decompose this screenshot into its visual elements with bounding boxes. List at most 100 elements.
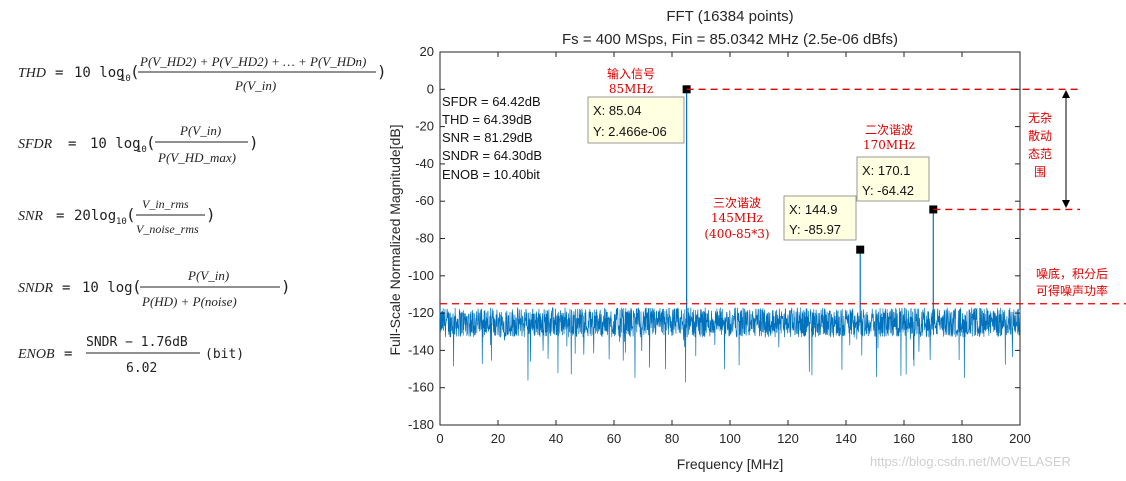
datatip-y: Y: -85.97 <box>789 222 841 237</box>
datatip-x: X: 85.04 <box>593 103 641 118</box>
noise-floor-trace <box>439 306 1021 383</box>
sfdr-range-label-4: 围 <box>1034 165 1046 179</box>
enob-eq: = <box>64 346 72 362</box>
x-tick-label: 20 <box>491 431 505 446</box>
snr-lhs: SNR <box>18 209 43 224</box>
y-tick-label: -160 <box>408 380 434 395</box>
stat-sfdr: SFDR = 64.42dB <box>442 94 541 109</box>
svg-text:): ) <box>377 62 387 81</box>
h2-freq: 170MHz <box>863 138 915 152</box>
noise-trace <box>439 306 1021 383</box>
y-tick-label: -120 <box>408 305 434 320</box>
sndr-lhs: SNDR <box>18 281 53 296</box>
svg-text:): ) <box>249 133 259 152</box>
thd-log: 10 log <box>74 65 125 81</box>
formula-panel: THD = 10 log 10 ( P(V_HD2) + P(V_HD2) + … <box>17 54 387 376</box>
datatip-h2[interactable]: X: 170.1 Y: -64.42 <box>856 156 930 202</box>
fft-chart: FFT (16384 points) Fs = 400 MSps, Fin = … <box>387 8 1126 472</box>
noise-floor-label-2: 可得噪声功率 <box>1036 283 1108 298</box>
stats-box: SFDR = 64.42dB THD = 64.39dB SNR = 81.29… <box>442 94 542 182</box>
x-tick-label: 40 <box>549 431 563 446</box>
arrow-head-up <box>1062 90 1070 98</box>
thd-eq: = <box>55 65 63 81</box>
sfdr-range-label-2: 散动 <box>1028 128 1052 143</box>
datatip-fundamental[interactable]: X: 85.04 Y: 2.466e-06 <box>587 96 685 144</box>
axis-ticks: 0 20 40 60 80 100 120 140 160 180 200200-20-40-60-… <box>408 44 1031 446</box>
x-tick-label: 100 <box>719 431 741 446</box>
svg-text:): ) <box>206 205 216 224</box>
stat-thd: THD = 64.39dB <box>442 112 532 127</box>
y-tick-label: -40 <box>415 156 434 171</box>
sndr-eq: = <box>62 280 70 296</box>
snr-log: 20log <box>74 208 116 224</box>
h2-label: 二次谐波 <box>865 123 913 137</box>
stat-snr: SNR = 81.29dB <box>442 130 533 145</box>
thd-formula: THD = 10 log 10 ( P(V_HD2) + P(V_HD2) + … <box>18 54 387 93</box>
input-signal-freq: 85MHz <box>609 82 653 96</box>
svg-text:(: ( <box>130 62 140 81</box>
datatip-y: Y: 2.466e-06 <box>593 124 667 139</box>
arrow-head-down <box>1062 200 1070 208</box>
thd-numerator: P(V_HD2) + P(V_HD2) + … + P(V_HDn) <box>139 54 366 69</box>
x-tick-label: 160 <box>893 431 915 446</box>
y-tick-label: -100 <box>408 268 434 283</box>
datatip-h3[interactable]: X: 144.9 Y: -85.97 <box>783 195 857 241</box>
snr-formula: SNR = 20log 10 ( V_in_rms V_noise_rms ) <box>18 197 216 236</box>
h3-freq: 145MHz <box>711 211 763 225</box>
datatip-x: X: 144.9 <box>789 202 837 217</box>
enob-numerator: SNDR − 1.76dB <box>86 335 188 350</box>
svg-text:(: ( <box>132 277 142 296</box>
snr-numerator: V_in_rms <box>142 197 189 211</box>
x-tick-label: 0 <box>436 431 443 446</box>
sndr-log: 10 log <box>82 280 133 296</box>
snr-log-base: 10 <box>116 217 127 227</box>
enob-lhs: ENOB <box>17 347 55 362</box>
sfdr-numerator: P(V_in) <box>179 123 221 138</box>
svg-text:(: ( <box>126 205 136 224</box>
sfdr-denominator: P(V_HD_max) <box>157 150 236 165</box>
y-tick-label: -60 <box>415 193 434 208</box>
x-tick-label: 120 <box>777 431 799 446</box>
y-axis-label: Full-Scale Normalized Magnitude[dB] <box>387 124 403 355</box>
snr-eq: = <box>56 208 64 224</box>
sfdr-formula: SFDR = 10 log 10 ( P(V_in) P(V_HD_max) ) <box>18 123 259 165</box>
x-tick-label: 60 <box>607 431 621 446</box>
datatip-y: Y: -64.42 <box>862 183 914 198</box>
y-tick-label: -20 <box>415 119 434 134</box>
thd-denominator: P(V_in) <box>234 78 276 93</box>
y-tick-label: -140 <box>408 342 434 357</box>
enob-denominator: 6.02 <box>126 361 157 376</box>
peak-marker[interactable] <box>856 245 865 254</box>
h3-label: 三次谐波 <box>713 196 761 210</box>
svg-text:(: ( <box>146 133 156 152</box>
stat-sndr: SNDR = 64.30dB <box>442 148 542 163</box>
x-tick-label: 200 <box>1009 431 1031 446</box>
sfdr-range-label-1: 无杂 <box>1028 111 1052 125</box>
sndr-formula: SNDR = 10 log ( P(V_in) P(HD) + P(noise)… <box>18 268 291 309</box>
peak-marker[interactable] <box>682 85 691 94</box>
y-tick-label: -180 <box>408 417 434 432</box>
sfdr-eq: = <box>68 136 76 152</box>
datatip-x: X: 170.1 <box>862 163 910 178</box>
input-signal-label: 输入信号 <box>607 66 655 81</box>
y-tick-label: 0 <box>427 81 434 96</box>
h3-formula: (400-85*3) <box>704 227 769 241</box>
y-tick-label: 20 <box>420 44 434 59</box>
sfdr-log-base: 10 <box>136 145 147 155</box>
x-axis-label: Frequency [MHz] <box>677 456 784 472</box>
thd-log-base: 10 <box>120 74 131 84</box>
svg-text:): ) <box>281 277 291 296</box>
chart-title: FFT (16384 points) <box>666 8 793 25</box>
reference-lines <box>440 88 1126 305</box>
snr-denominator: V_noise_rms <box>136 222 199 236</box>
sndr-numerator: P(V_in) <box>187 268 229 283</box>
x-tick-label: 80 <box>665 431 679 446</box>
sfdr-lhs: SFDR <box>18 137 53 152</box>
sfdr-log: 10 log <box>90 136 141 152</box>
x-tick-label: 140 <box>835 431 857 446</box>
enob-unit: (bit) <box>205 347 244 362</box>
datatip-box <box>783 195 857 241</box>
thd-lhs: THD <box>18 66 46 81</box>
enob-formula: ENOB = SNDR − 1.76dB 6.02 (bit) <box>17 335 244 376</box>
x-tick-label: 180 <box>951 431 973 446</box>
